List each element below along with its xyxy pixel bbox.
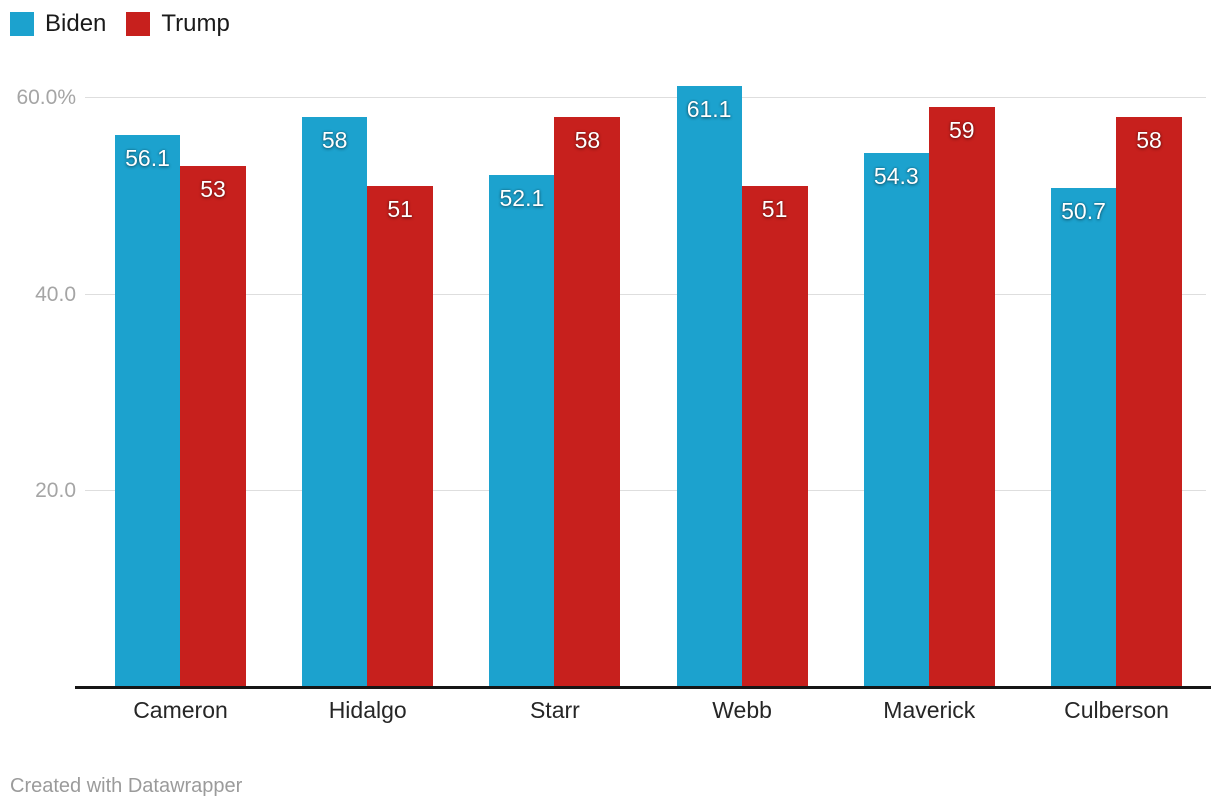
bar-value-label: 51	[761, 195, 788, 222]
legend-label: Trump	[161, 10, 230, 37]
x-category-label: Hidalgo	[328, 697, 407, 723]
bar-value-label: 58	[1136, 126, 1162, 153]
bar-value-label: 53	[200, 175, 226, 202]
bar-biden-culberson: 50.7	[1051, 188, 1116, 687]
bar-value-label: 58	[574, 126, 601, 153]
legend-swatch-icon	[126, 12, 151, 36]
gridline-60	[85, 97, 1206, 98]
gridline-40	[85, 293, 1206, 295]
bar-value-label: 54.3	[873, 163, 919, 190]
x-category-label: Maverick	[883, 697, 976, 723]
bar-biden-starr: 52.1	[489, 174, 555, 687]
legend-swatch-icon	[10, 12, 34, 36]
bar-value-label: 52.1	[499, 184, 545, 211]
bar-value-label: 59	[949, 116, 975, 143]
attribution-text: Created with Datawrapper	[10, 775, 243, 797]
legend-item-biden: Biden	[10, 12, 106, 36]
bar-trump-starr: 58	[554, 116, 621, 687]
bar-trump-cameron: 53	[180, 165, 246, 687]
bar-trump-culberson: 58	[1116, 116, 1182, 687]
bar-value-label: 50.7	[1061, 198, 1106, 225]
bar-value-label: 61.1	[686, 96, 732, 123]
x-axis-line	[75, 686, 1211, 689]
legend: Biden Trump	[10, 12, 230, 36]
x-category-label: Culberson	[1064, 697, 1169, 723]
bar-biden-webb: 61.1	[676, 86, 742, 687]
bar-trump-maverick: 59	[928, 106, 995, 687]
bar-value-label: 58	[321, 126, 348, 153]
x-category-label: Cameron	[133, 697, 228, 723]
bar-trump-webb: 51	[741, 185, 808, 687]
x-category-label: Starr	[529, 697, 580, 723]
gridline-20	[85, 490, 1206, 492]
legend-label: Biden	[45, 10, 107, 37]
bar-value-label: 51	[387, 195, 413, 222]
x-category-label: Webb	[712, 697, 772, 723]
bar-biden-cameron: 56.1	[115, 135, 180, 687]
bar-biden-maverick: 54.3	[863, 153, 929, 687]
y-tick-label: 40.0	[35, 282, 76, 306]
bar-biden-hidalgo: 58	[302, 116, 368, 687]
bar-trump-hidalgo: 51	[367, 185, 434, 687]
legend-item-trump: Trump	[126, 10, 230, 37]
bar-value-label: 56.1	[125, 145, 170, 172]
y-tick-label: 20.0	[35, 479, 76, 503]
y-tick-label: 60.0%	[16, 86, 76, 109]
